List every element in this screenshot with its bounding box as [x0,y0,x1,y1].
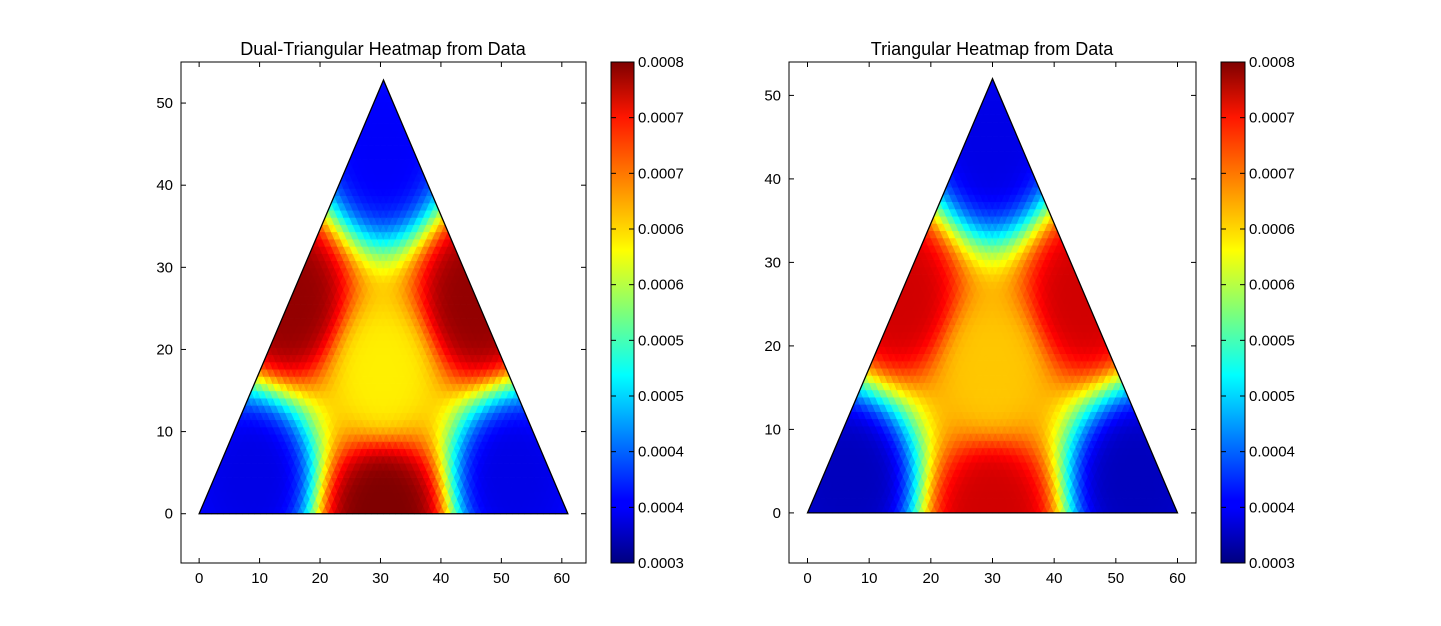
y-tick-label: 20 [156,341,173,358]
chart-title: Dual-Triangular Heatmap from Data [240,39,526,59]
dual-triangular-heatmap: Dual-Triangular Heatmap from Data 0 10 20 3… [156,39,684,587]
chart-title: Triangular Heatmap from Data [871,39,1114,59]
colorbar-tick-label: 0.0006 [638,221,684,238]
x-tick-label: 20 [312,570,329,587]
x-tick-label: 0 [195,570,203,587]
heatmap-cells [198,78,569,515]
colorbar-tick-label: 0.0003 [638,555,684,572]
x-tick-label: 50 [493,570,510,587]
x-tick-label: 40 [433,570,450,587]
heatmap-cells [806,77,1179,514]
colorbar-tick-label: 0.0008 [638,54,684,71]
colorbar [610,61,635,564]
x-tick-label: 10 [251,570,268,587]
colorbar-tick-label: 0.0006 [638,277,684,294]
y-tick-label: 50 [156,95,173,112]
y-tick-label: 10 [156,424,173,441]
x-tick-label: 30 [372,570,389,587]
y-tick-label: 0 [165,506,173,523]
colorbar-tick-label: 0.0007 [638,110,684,127]
colorbar-tick-label: 0.0005 [638,332,684,349]
colorbar-tick-label: 0.0007 [638,165,684,182]
colorbar-tick-label: 0.0004 [638,444,684,461]
y-tick-label: 30 [156,259,173,276]
colorbar-tick-label: 0.0005 [638,388,684,405]
x-tick-label: 60 [553,570,570,587]
colorbar-tick-label: 0.0004 [638,499,684,516]
triangular-heatmap: Triangular Heatmap from Data 0 10 20 30 40 50… [764,39,1295,587]
y-tick-label: 40 [156,177,173,194]
